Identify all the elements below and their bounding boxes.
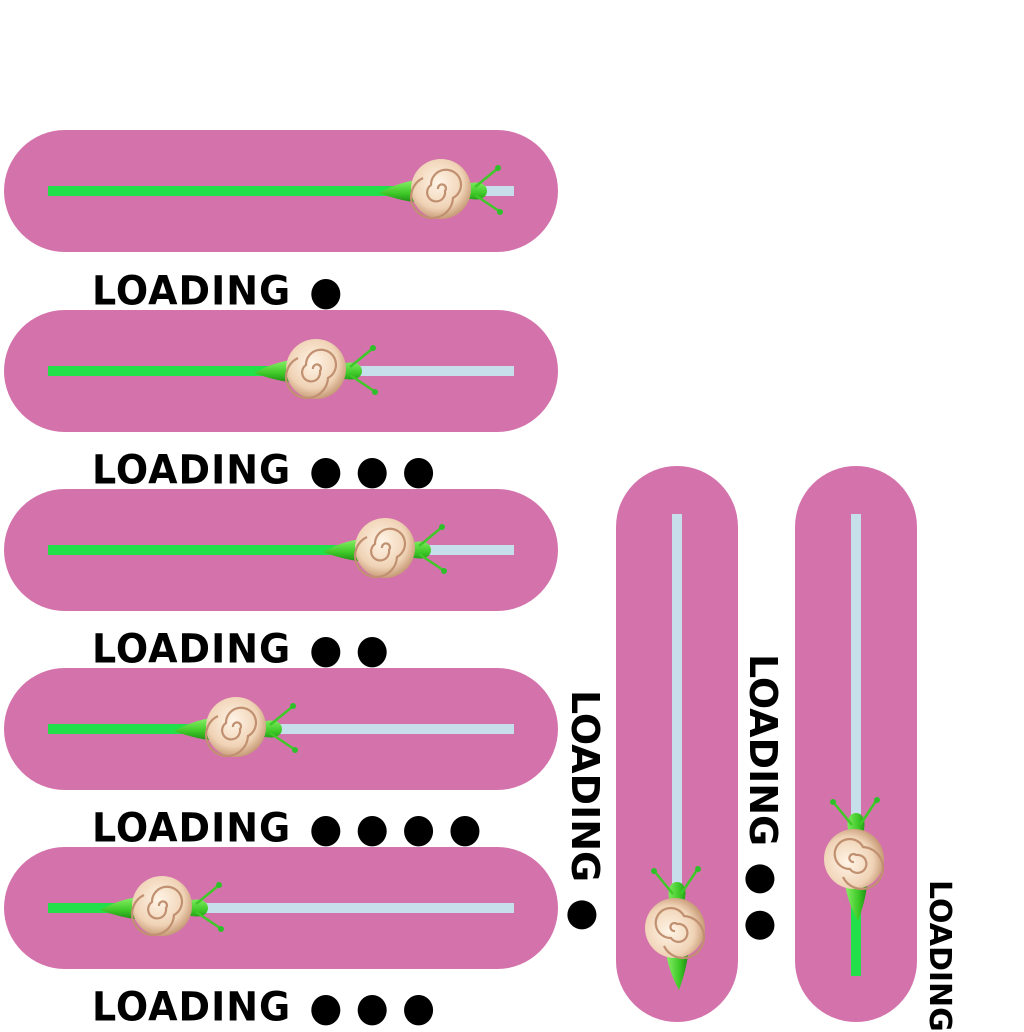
loading-dots: ● ● ● [309,983,436,1031]
progress-bar-3 [4,489,558,611]
loading-dots: ● ● [309,625,389,673]
snail-icon [252,337,379,401]
loading-text: LOADING [563,690,607,883]
loading-dots: ● ● [741,862,785,942]
loading-label-vertical-3: LOADING [922,880,957,1032]
progress-bar-vertical-1 [616,466,738,1022]
track-remaining [672,514,682,976]
loading-text: LOADING [92,625,292,673]
loading-dots: ● ● ● [309,446,436,494]
loading-dots: ● [309,267,343,315]
progress-track [672,514,682,976]
progress-fill [851,906,861,976]
progress-fill [48,186,482,196]
progress-bar-vertical-2 [795,466,917,1022]
snail-icon [173,695,300,759]
progress-bar-1 [4,130,558,252]
loading-label-2: LOADING ● ● ● [92,450,435,490]
loading-dots: ● ● ● ● [309,804,482,852]
snail-icon [822,795,886,922]
snail-icon [322,516,449,580]
progress-track [48,186,514,196]
loading-text: LOADING [92,983,292,1031]
loading-text: LOADING [92,446,292,494]
loading-text: LOADING [92,267,292,315]
loading-label-3: LOADING ● ● [92,629,389,669]
progress-track [851,514,861,976]
track-remaining [851,514,861,976]
progress-fill [48,366,356,376]
snail-icon [98,874,226,938]
loading-label-vertical-1: LOADING ● [563,690,607,932]
loading-text: LOADING [92,804,292,852]
progress-bar-4 [4,668,558,790]
progress-track [48,545,514,555]
loading-label-5: LOADING ● ● ● [92,987,435,1027]
progress-bar-2 [4,310,558,432]
progress-bar-5 [4,847,558,969]
progress-fill [48,545,426,555]
loading-label-1: LOADING ● [92,271,342,311]
loading-label-4: LOADING ● ● ● ● [92,808,482,848]
loading-label-vertical-2: LOADING ● ● [741,654,785,942]
snail-icon [643,864,707,992]
loading-dots: ● [563,898,607,932]
loading-text: LOADING [741,654,785,847]
snail-icon [378,157,505,221]
loading-text: LOADING [922,880,957,1032]
track-remaining [48,903,514,913]
progress-fill [48,724,277,734]
